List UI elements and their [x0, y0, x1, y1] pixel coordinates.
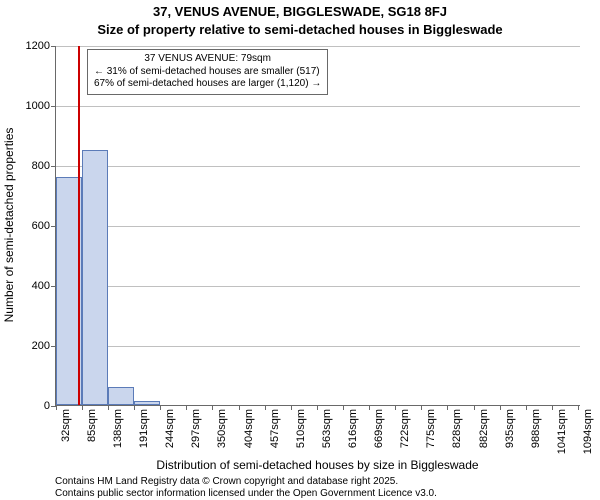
x-tick [474, 405, 475, 410]
histogram-bar [82, 150, 108, 405]
x-tick [526, 405, 527, 410]
x-tick [160, 405, 161, 410]
x-tick-label: 244sqm [164, 409, 176, 448]
footer-attribution: Contains HM Land Registry data © Crown c… [55, 476, 437, 500]
x-tick [134, 405, 135, 410]
x-tick [421, 405, 422, 410]
y-tick-label: 200 [32, 340, 56, 352]
gridline [56, 166, 580, 167]
infobox-larger: 67% of semi-detached houses are larger (… [94, 78, 321, 91]
infobox-property: 37 VENUS AVENUE: 79sqm [94, 53, 321, 66]
x-tick-label: 988sqm [530, 409, 542, 448]
x-axis-label: Distribution of semi-detached houses by … [55, 458, 580, 472]
x-tick [552, 405, 553, 410]
plot-area: 02004006008001000120032sqm85sqm138sqm191… [55, 46, 580, 406]
x-tick [108, 405, 109, 410]
x-tick-label: 722sqm [399, 409, 411, 448]
x-tick-label: 191sqm [138, 409, 150, 448]
x-tick [56, 405, 57, 410]
x-tick [212, 405, 213, 410]
x-tick [447, 405, 448, 410]
y-tick-label: 600 [32, 220, 56, 232]
x-tick [291, 405, 292, 410]
chart-subtitle: Size of property relative to semi-detach… [0, 22, 600, 37]
gridline [56, 286, 580, 287]
gridline [56, 106, 580, 107]
x-tick-label: 404sqm [243, 409, 255, 448]
footer-line-1: Contains HM Land Registry data © Crown c… [55, 476, 437, 488]
x-tick-label: 1094sqm [582, 409, 594, 454]
gridline [56, 346, 580, 347]
x-tick-label: 563sqm [321, 409, 333, 448]
x-tick-label: 350sqm [216, 409, 228, 448]
x-tick-label: 297sqm [190, 409, 202, 448]
reference-line [78, 46, 80, 405]
x-tick-label: 828sqm [451, 409, 463, 448]
histogram-bar [134, 401, 160, 405]
x-tick [186, 405, 187, 410]
x-tick [395, 405, 396, 410]
y-tick-label: 400 [32, 280, 56, 292]
x-tick-label: 1041sqm [556, 409, 568, 454]
x-tick [578, 405, 579, 410]
x-tick-label: 510sqm [295, 409, 307, 448]
x-tick [317, 405, 318, 410]
x-tick-label: 85sqm [86, 409, 98, 442]
x-tick [369, 405, 370, 410]
reference-infobox: 37 VENUS AVENUE: 79sqm← 31% of semi-deta… [87, 49, 328, 95]
x-tick-label: 457sqm [269, 409, 281, 448]
x-tick [500, 405, 501, 410]
gridline [56, 46, 580, 47]
y-tick-label: 800 [32, 160, 56, 172]
histogram-bar [108, 387, 134, 405]
x-tick-label: 882sqm [478, 409, 490, 448]
x-tick [82, 405, 83, 410]
y-tick-label: 0 [44, 400, 56, 412]
y-tick-label: 1200 [26, 40, 56, 52]
gridline [56, 226, 580, 227]
x-tick-label: 669sqm [373, 409, 385, 448]
x-tick-label: 616sqm [347, 409, 359, 448]
infobox-smaller: ← 31% of semi-detached houses are smalle… [94, 66, 321, 79]
x-tick [239, 405, 240, 410]
x-tick-label: 32sqm [60, 409, 72, 442]
y-tick-label: 1000 [26, 100, 56, 112]
footer-line-2: Contains public sector information licen… [55, 488, 437, 500]
chart-title: 37, VENUS AVENUE, BIGGLESWADE, SG18 8FJ [0, 4, 600, 19]
x-tick [343, 405, 344, 410]
x-tick-label: 935sqm [504, 409, 516, 448]
x-tick-label: 138sqm [112, 409, 124, 448]
y-axis-label: Number of semi-detached properties [2, 115, 16, 335]
x-tick [265, 405, 266, 410]
x-tick-label: 775sqm [425, 409, 437, 448]
